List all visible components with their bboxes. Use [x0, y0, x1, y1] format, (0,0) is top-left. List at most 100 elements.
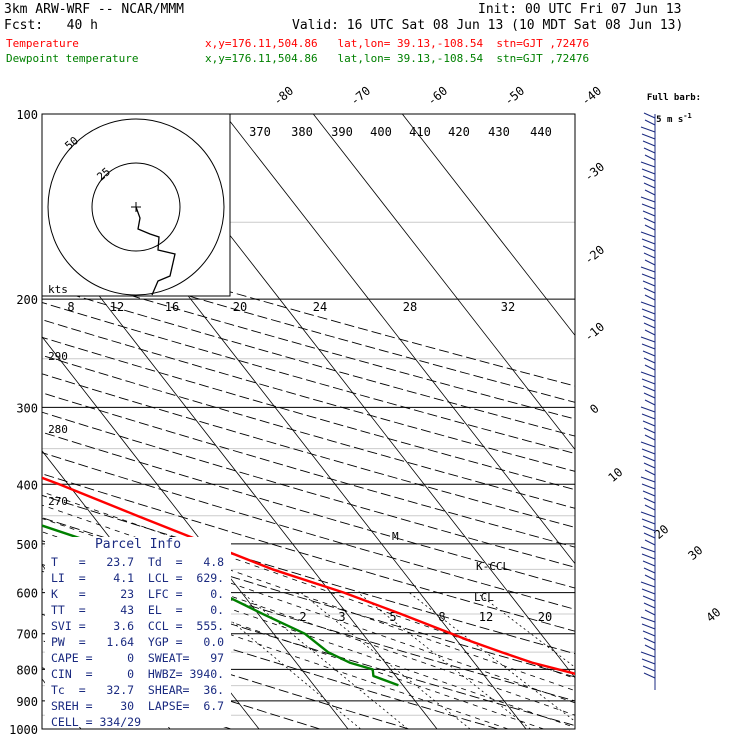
- moist-adiabat: [42, 504, 575, 692]
- pressure-label: 900: [16, 695, 38, 709]
- parcel-info-row: SREH = 30 LAPSE= 6.7: [51, 699, 225, 713]
- wind-barb: [642, 245, 656, 252]
- wind-barb: [641, 343, 656, 350]
- wind-barb: [641, 168, 656, 175]
- wind-barb: [643, 672, 656, 679]
- theta-e-label: 410: [409, 125, 431, 139]
- theta-label: 270: [48, 495, 68, 508]
- theta-e-label: 420: [448, 125, 470, 139]
- marker-m: M: [392, 530, 399, 543]
- parcel-info-row: T = 23.7 Td = 4.8: [51, 555, 225, 569]
- mixing-ratio-label: 20: [538, 610, 552, 624]
- wind-barb: [641, 518, 656, 525]
- wind-barb: [641, 553, 656, 560]
- wind-barb: [641, 238, 656, 245]
- wind-barb: [640, 651, 656, 658]
- wind-barb: [641, 588, 656, 595]
- wind-barb: [642, 525, 656, 532]
- parcel-info-row: CELL = 334/29: [51, 715, 142, 729]
- wind-barb: [643, 427, 656, 434]
- theta-label: 290: [48, 350, 68, 363]
- legend-temperature: Temperature: [6, 37, 79, 50]
- wind-barb: [641, 413, 656, 420]
- wind-barb: [641, 203, 656, 210]
- marker-k-ccl: K-CCL: [476, 560, 509, 573]
- wind-barb: [643, 357, 656, 364]
- mixing-ratio-line: [476, 592, 575, 668]
- wind-barb: [643, 567, 656, 574]
- init-time: Init: 00 UTC Fri 07 Jun 13: [478, 2, 682, 17]
- wind-barb: [640, 546, 656, 553]
- theta-e-label: 440: [530, 125, 552, 139]
- wind-barb: [640, 371, 656, 378]
- mixing-ratio-label: 5: [389, 610, 396, 624]
- wind-barb: [640, 441, 656, 448]
- wind-barb: [644, 574, 656, 581]
- barb-note-line2: 5 m s: [656, 115, 684, 125]
- wind-barb: [643, 112, 656, 119]
- parcel-info-title: Parcel Info: [94, 537, 182, 552]
- isotherm-label: 30: [685, 543, 705, 563]
- wind-barb: [642, 490, 656, 497]
- pressure-label: 1000: [9, 723, 38, 737]
- barb-note-line1: Full barb:: [646, 93, 702, 103]
- wind-barb: [642, 140, 656, 147]
- isotherm-label: -70: [348, 84, 374, 109]
- isotherm-label: -30: [582, 160, 608, 185]
- wind-barb: [644, 364, 656, 371]
- wind-barb: [644, 399, 656, 406]
- wind-barb: [644, 609, 656, 616]
- wind-barb: [641, 308, 656, 315]
- isotherm-label: 40: [703, 605, 723, 625]
- wind-barb: [640, 126, 656, 133]
- wind-barb: [643, 217, 656, 224]
- isotherm-label: -10: [582, 320, 608, 345]
- isotherm-label: -40: [579, 84, 605, 109]
- wind-barb: [642, 595, 656, 602]
- legend-dewpoint: Dewpoint temperature: [6, 52, 139, 65]
- speed-label: 8: [67, 300, 74, 314]
- theta-e-label: 380: [291, 125, 313, 139]
- wind-barb: [642, 350, 656, 357]
- isotherm-label: 0: [587, 401, 602, 416]
- dry-adiabat: [42, 268, 575, 420]
- dry-adiabat: [42, 354, 575, 509]
- wind-barb: [643, 322, 656, 329]
- mixing-ratio-line: [357, 592, 531, 729]
- dry-adiabat: [42, 285, 575, 437]
- plot-border: [41, 113, 576, 730]
- marker-lcl: LCL: [474, 591, 494, 604]
- wind-barb: [644, 434, 656, 441]
- isotherm-label: -80: [271, 84, 297, 109]
- speed-label: 28: [403, 300, 417, 314]
- theta-e-label: 390: [331, 125, 353, 139]
- temperature-profile: [42, 476, 575, 676]
- wind-barb: [641, 448, 656, 455]
- legend-temperature-location: x,y=176.11,504.86 lat,lon= 39.13,-108.54…: [205, 37, 590, 50]
- wind-barb: [644, 119, 656, 126]
- wind-barb: [641, 658, 656, 665]
- isotherm-label: -20: [582, 243, 608, 268]
- wind-barb: [642, 175, 656, 182]
- wind-barbs: [640, 112, 656, 690]
- wind-barb: [641, 273, 656, 280]
- dry-adiabat: [42, 252, 575, 403]
- wind-barb: [640, 511, 656, 518]
- theta-e-label: 370: [249, 125, 271, 139]
- wind-barb: [642, 280, 656, 287]
- hodograph-ring: [47, 118, 225, 296]
- pressure-label: 500: [16, 538, 38, 552]
- barb-note: Full barb: 5 m s-1: [636, 85, 701, 125]
- mixing-ratio-label: 2: [299, 610, 306, 624]
- mixing-ratio-label: 12: [479, 610, 493, 624]
- pressure-label: 100: [16, 108, 38, 122]
- isotherm-line: [42, 221, 438, 729]
- dry-adiabat: [42, 236, 575, 387]
- isotherm-line: [223, 114, 575, 565]
- wind-barb: [642, 455, 656, 462]
- pressure-label: 400: [16, 478, 38, 492]
- speed-label: 12: [110, 300, 124, 314]
- isotherm-label: -60: [425, 84, 451, 109]
- mixing-ratio-line: [409, 592, 575, 722]
